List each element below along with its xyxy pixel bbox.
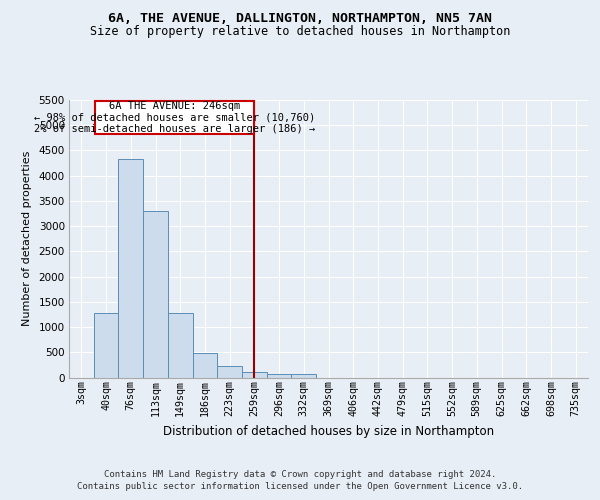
X-axis label: Distribution of detached houses by size in Northampton: Distribution of detached houses by size …	[163, 424, 494, 438]
Text: Contains public sector information licensed under the Open Government Licence v3: Contains public sector information licen…	[77, 482, 523, 491]
Text: 6A, THE AVENUE, DALLINGTON, NORTHAMPTON, NN5 7AN: 6A, THE AVENUE, DALLINGTON, NORTHAMPTON,…	[108, 12, 492, 26]
Bar	[193, 353, 217, 378]
Bar	[267, 374, 292, 378]
Bar	[118, 159, 143, 378]
Bar	[292, 374, 316, 378]
Bar	[94, 314, 118, 378]
Text: 2% of semi-detached houses are larger (186) →: 2% of semi-detached houses are larger (1…	[34, 124, 315, 134]
Text: 6A THE AVENUE: 246sqm: 6A THE AVENUE: 246sqm	[109, 101, 240, 111]
Text: Contains HM Land Registry data © Crown copyright and database right 2024.: Contains HM Land Registry data © Crown c…	[104, 470, 496, 479]
Bar	[95, 101, 254, 134]
Y-axis label: Number of detached properties: Number of detached properties	[22, 151, 32, 326]
Bar	[168, 313, 193, 378]
Bar	[217, 366, 242, 378]
Text: Size of property relative to detached houses in Northampton: Size of property relative to detached ho…	[90, 25, 510, 38]
Text: ← 98% of detached houses are smaller (10,760): ← 98% of detached houses are smaller (10…	[34, 112, 315, 122]
Bar	[242, 372, 267, 378]
Bar	[143, 211, 168, 378]
